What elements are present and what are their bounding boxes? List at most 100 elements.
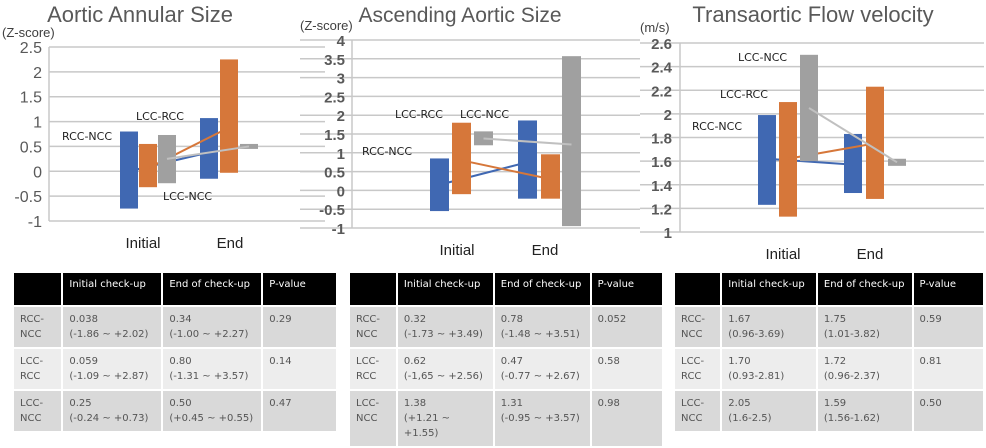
y-tick-label: 0 (33, 164, 42, 181)
table-cell: 0.81 (913, 349, 983, 391)
cell-text: (+1.21 ~ +1.55) (403, 413, 450, 439)
range-bar-rcc-ncc-initial (430, 158, 449, 212)
table-row: LCC- RCC 0.059 (-1.09 ~ +2.87) 0.80 (-1.31 ~ … (14, 349, 336, 391)
y-axis-label: (Z-score) (300, 18, 353, 33)
y-tick-label: 3 (337, 71, 345, 88)
series-label: LCC-NCC (460, 108, 509, 121)
row-label: LCC- NCC (14, 391, 62, 433)
table-cell: 0.038 (-1.86 ~ +2.02) (63, 307, 162, 349)
y-tick-label: 1 (33, 115, 42, 132)
cell-text: 2.05 (728, 398, 751, 409)
table-cell: 0.47 (263, 391, 336, 433)
chart-title: Aortic Annular Size (47, 2, 233, 27)
cell-text: 0.059 (69, 356, 99, 367)
cell-text: 0.29 (269, 314, 292, 325)
cell-text: 0.62 (403, 356, 427, 367)
cell-text: (-1.09 ~ +2.87) (69, 371, 149, 382)
range-bar-lcc-ncc-initial (474, 131, 493, 146)
table-cell: 1.38 (+1.21 ~ +1.55) (397, 391, 493, 448)
table-cell: 0.052 (591, 307, 662, 349)
cell-text: LCC- (20, 398, 44, 409)
range-bar-lcc-rcc-initial (779, 102, 797, 217)
cell-text: (+0.45 ~ +0.55) (169, 413, 254, 424)
table-row: RCC- NCC 0.038 (-1.86 ~ +2.02) 0.34 (-1.00 ~ … (14, 307, 336, 349)
cell-text: (-1.73 ~ +3.49) (403, 329, 483, 340)
cell-text: (-1.31 ~ +3.57) (169, 371, 249, 382)
y-tick-label: 1.4 (651, 178, 673, 195)
table-cell: 0.25 (-0.24 ~ +0.73) (63, 391, 162, 433)
cell-text: (1.6-2.5) (728, 413, 772, 424)
column-header: End of check-up (494, 273, 590, 307)
column-header: Initial check-up (63, 273, 162, 307)
table-cell: 0.98 (591, 391, 662, 448)
y-tick-label: 2 (33, 65, 42, 82)
series-label: LCC-RCC (395, 108, 443, 121)
y-tick-label: 1.8 (651, 131, 672, 148)
row-label: RCC- NCC (350, 307, 396, 349)
cell-text: (1.56-1.62) (823, 413, 880, 424)
table-cell: 1.67 (0.96-3.69) (722, 307, 816, 349)
row-label: LCC- NCC (675, 391, 721, 433)
series-label: LCC-RCC (720, 88, 768, 101)
series-label: RCC-NCC (62, 130, 112, 143)
y-tick-label: 2 (337, 108, 345, 125)
column-header: P-value (591, 273, 662, 307)
x-tick-label: End (217, 235, 244, 252)
cell-text: (0.93-2.81) (728, 371, 785, 382)
table-cell: 1.75 (1.01-3.82) (817, 307, 912, 349)
x-tick-label: Initial (765, 246, 800, 262)
row-label: RCC- NCC (675, 307, 721, 349)
table-row: LCC- RCC 0.62 (-1,65 ~ +2.56) 0.47 (-0.77 ~ +… (350, 349, 662, 391)
cell-text: (1.01-3.82) (823, 329, 880, 340)
cell-text: 1.72 (823, 356, 847, 367)
y-axis-label: (m/s) (640, 20, 670, 35)
y-tick-label: 4 (337, 33, 346, 50)
y-tick-label: 0.5 (324, 165, 345, 182)
range-bar-lcc-rcc-end (866, 86, 884, 199)
table-row: RCC- NCC 0.32 (-1.73 ~ +3.49) 0.78 (-1.48 ~ +… (350, 307, 662, 349)
cell-text: 0.25 (69, 398, 92, 409)
cell-text: LCC- (356, 356, 380, 367)
cell-text: (-0.95 ~ +3.57) (500, 413, 580, 424)
x-tick-label: End (857, 246, 884, 262)
chart-title: Transaortic Flow velocity (692, 2, 933, 27)
cell-text: 0.59 (919, 314, 942, 325)
table-cell: 0.58 (591, 349, 662, 391)
row-label: RCC- NCC (14, 307, 62, 349)
table-header-row: Initial check-up End of check-up P-value (675, 273, 983, 307)
cell-text: NCC (20, 329, 42, 340)
y-tick-label: 2.5 (324, 89, 345, 106)
cell-text: RCC (356, 371, 377, 382)
cell-text: (-1.48 ~ +3.51) (500, 329, 580, 340)
cell-text: 1.70 (728, 356, 751, 367)
table-cell: 0.29 (263, 307, 336, 349)
column-header: Initial check-up (722, 273, 816, 307)
cell-text: 1.67 (728, 314, 751, 325)
cell-text: 0.47 (500, 356, 524, 367)
mean-line-lcc-ncc (808, 107, 898, 164)
table-cell: 1.31 (-0.95 ~ +3.57) (494, 391, 590, 448)
column-header: End of check-up (817, 273, 912, 307)
table-flow-velocity: Initial check-up End of check-up P-value RC… (673, 273, 985, 433)
y-tick-label: 1 (664, 225, 672, 242)
cell-text: LCC- (20, 356, 44, 367)
cell-text: NCC (20, 413, 42, 424)
table-cell: 0.78 (-1.48 ~ +3.51) (494, 307, 590, 349)
cell-text: (0.96-3.69) (728, 329, 785, 340)
column-header (350, 273, 396, 307)
table-cell: 0.32 (-1.73 ~ +3.49) (397, 307, 493, 349)
cell-text: (0.96-2.37) (823, 371, 880, 382)
mean-line-lcc-rcc (461, 159, 551, 181)
y-tick-label: 1 (337, 146, 345, 163)
cell-text: LCC- (356, 398, 380, 409)
mean-line-lcc-ncc (483, 137, 572, 146)
y-tick-label: 2.6 (651, 36, 672, 53)
table-row: RCC- NCC 1.67 (0.96-3.69) 1.75 (1.01-3.82) 0.5… (675, 307, 983, 349)
table-cell: 0.059 (-1.09 ~ +2.87) (63, 349, 162, 391)
y-tick-label: 0.5 (20, 139, 42, 156)
cell-text: NCC (356, 413, 378, 424)
cell-text: 0.052 (597, 314, 627, 325)
cell-text: NCC (356, 329, 378, 340)
cell-text: 0.50 (919, 398, 942, 409)
table-row: LCC- NCC 1.38 (+1.21 ~ +1.55) 1.31 (-0.95 ~ +… (350, 391, 662, 448)
